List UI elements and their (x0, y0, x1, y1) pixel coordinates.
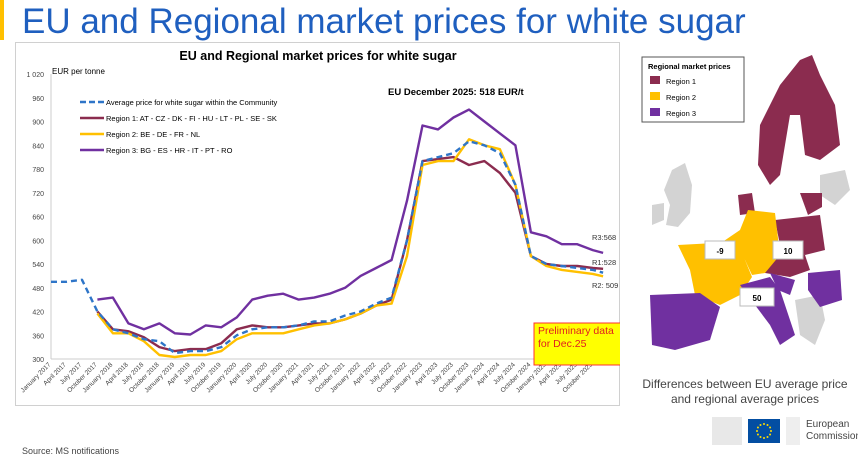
legend-item-region-3: Region 3 (650, 108, 696, 118)
end-label-r1: R1:528 (592, 258, 616, 267)
y-tick-label: 600 (32, 238, 44, 245)
diff-label-region-1: 10 (772, 240, 804, 260)
star-icon (769, 433, 772, 436)
legend-label-3: Region 3: BG - ES - HR - IT - PT - RO (106, 146, 233, 155)
y-tick-label: 540 (32, 262, 44, 269)
preliminary-note-box (533, 322, 620, 366)
y-tick-label: 1 020 (26, 72, 44, 79)
caption-line-2: and regional average prices (670, 392, 820, 406)
europe-map: Regional market prices Region 1 Region 2… (641, 55, 850, 350)
map-caption: Differences between EU average price and… (640, 377, 850, 407)
non-member-countries (652, 163, 850, 345)
y-tick-label: 960 (32, 96, 44, 103)
y-tick-label: 420 (32, 310, 44, 317)
map-legend-title: Regional market prices (648, 62, 731, 71)
star-icon (766, 423, 769, 426)
legend-item-region-2: Region 2 (650, 92, 696, 102)
svg-text:Region 1: Region 1 (666, 77, 696, 86)
star-icon (756, 433, 759, 436)
legend-label-0: Average price for white sugar within the… (106, 98, 277, 107)
svg-text:10: 10 (784, 247, 793, 256)
star-icon (769, 426, 772, 429)
star-icon (770, 430, 772, 432)
series-line-0 (51, 140, 604, 355)
y-tick-label: 360 (32, 333, 44, 340)
source-note: Source: MS notifications (22, 446, 120, 456)
logo-line-1: European (806, 419, 850, 430)
end-label-r3: R3:568 (592, 233, 616, 242)
legend-item-region-1: Region 1 (650, 76, 696, 86)
end-label-r2: R2: 509 (592, 281, 618, 290)
star-icon (766, 436, 769, 439)
chart-frame (15, 42, 620, 406)
svg-text:50: 50 (753, 294, 762, 303)
star-icon (759, 436, 762, 439)
page-title: EU and Regional market prices for white … (22, 2, 746, 41)
y-tick-label: 780 (32, 167, 44, 174)
svg-text:Region 2: Region 2 (666, 93, 696, 102)
y-tick-label: 480 (32, 286, 44, 293)
series-line-3 (97, 108, 604, 336)
star-icon (756, 430, 758, 432)
series-line-1 (96, 155, 604, 353)
diff-label-region-3: 50 (739, 287, 775, 307)
legend-label-2: Region 2: BE - DE - FR - NL (106, 130, 200, 139)
star-icon (759, 423, 762, 426)
chart-title: EU and Regional market prices for white … (179, 49, 456, 63)
preliminary-note: Preliminary data for Dec.25 (538, 325, 614, 350)
accent-bar (0, 0, 4, 40)
logo-line-2: Commission (806, 431, 858, 442)
eu-flag-icon (748, 419, 780, 443)
star-icon (763, 437, 765, 439)
y-axis-label: EUR per tonne (52, 67, 105, 76)
star-icon (756, 426, 759, 429)
price-chart: EU and Regional market prices for white … (20, 49, 620, 394)
star-icon (763, 423, 765, 425)
svg-text:-9: -9 (716, 247, 724, 256)
diff-label-region-2: -9 (704, 240, 736, 260)
caption-line-1: Differences between EU average price (642, 377, 848, 391)
y-tick-label: 900 (32, 120, 44, 127)
y-tick-label: 720 (32, 191, 44, 198)
eu-annotation: EU December 2025: 518 EUR/t (388, 87, 525, 98)
y-tick-label: 840 (32, 143, 44, 150)
series-line-2 (96, 138, 604, 359)
y-tick-label: 300 (32, 357, 44, 364)
european-commission-logo: European Commission (712, 417, 858, 445)
legend-label-1: Region 1: AT - CZ - DK - FI - HU - LT - … (106, 114, 277, 123)
y-tick-label: 660 (32, 215, 44, 222)
svg-text:Region 3: Region 3 (666, 109, 696, 118)
region-3-countries (650, 270, 842, 350)
